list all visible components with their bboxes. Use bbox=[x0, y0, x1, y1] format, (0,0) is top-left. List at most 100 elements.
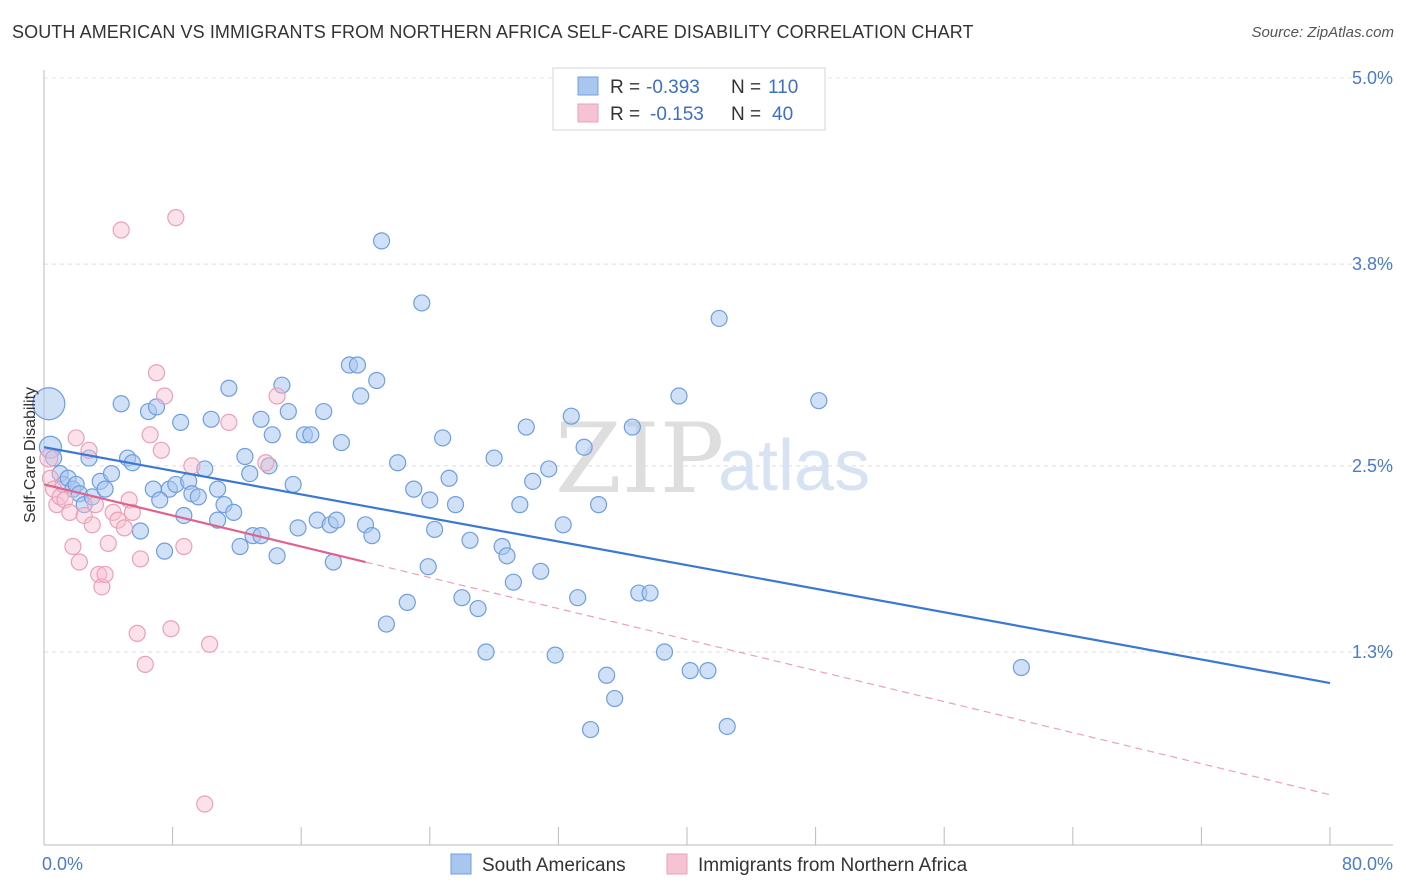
point-south-americans-71 bbox=[446, 496, 465, 514]
point-south-americans-87 bbox=[562, 407, 580, 425]
series-northern-africa bbox=[39, 209, 286, 813]
point-northern-africa-7 bbox=[64, 537, 82, 556]
point-south-americans-35 bbox=[225, 503, 243, 521]
point-south-americans-32 bbox=[209, 480, 227, 498]
point-south-americans-62 bbox=[377, 615, 395, 633]
point-northern-africa-0 bbox=[39, 448, 59, 468]
point-south-americans-96 bbox=[641, 584, 659, 602]
point-south-americans-67 bbox=[419, 558, 437, 576]
point-northern-africa-33 bbox=[175, 537, 193, 556]
point-south-americans-38 bbox=[241, 464, 259, 483]
point-northern-africa-8 bbox=[67, 429, 85, 447]
bottom-legend-label-northern-africa: Immigrants from Northern Africa bbox=[698, 855, 968, 876]
watermark-atlas: atlas bbox=[718, 426, 870, 506]
point-south-americans-72 bbox=[453, 589, 471, 607]
point-south-americans-81 bbox=[517, 418, 535, 436]
point-south-americans-104 bbox=[1012, 658, 1030, 677]
legend-n-label-2: N = bbox=[731, 104, 761, 125]
point-south-americans-76 bbox=[485, 449, 503, 467]
point-northern-africa-31 bbox=[162, 620, 180, 638]
point-south-americans-99 bbox=[681, 662, 699, 680]
x-tick-label-min: 0.0% bbox=[42, 854, 83, 874]
point-south-americans-49 bbox=[302, 426, 320, 444]
point-south-americans-29 bbox=[189, 488, 207, 506]
point-south-americans-18 bbox=[131, 522, 150, 540]
point-south-americans-108 bbox=[209, 511, 227, 529]
point-south-americans-91 bbox=[589, 496, 608, 514]
point-northern-africa-6 bbox=[61, 503, 79, 521]
trend-south-americans bbox=[43, 446, 1331, 685]
series-south-americans bbox=[32, 232, 1030, 739]
y-tick-label-1: 2.5% bbox=[1352, 456, 1393, 476]
y-tick-label-2: 3.8% bbox=[1352, 254, 1393, 274]
point-south-americans-74 bbox=[469, 599, 487, 618]
point-south-americans-42 bbox=[263, 426, 281, 444]
point-south-americans-57 bbox=[348, 356, 367, 374]
point-northern-africa-35 bbox=[196, 795, 214, 813]
bottom-legend: South Americans Immigrants from Northern… bbox=[450, 853, 968, 876]
point-northern-africa-12 bbox=[83, 516, 101, 534]
point-south-americans-85 bbox=[546, 646, 564, 664]
point-south-americans-46 bbox=[284, 475, 302, 494]
point-south-americans-88 bbox=[569, 589, 587, 607]
point-south-americans-14 bbox=[102, 464, 121, 483]
point-south-americans-0 bbox=[32, 387, 66, 421]
point-south-americans-109 bbox=[421, 491, 439, 509]
point-northern-africa-32 bbox=[167, 209, 185, 227]
point-south-americans-70 bbox=[440, 469, 458, 487]
trend-lines bbox=[43, 446, 1331, 796]
trend-northern-africa-extension bbox=[365, 561, 1331, 796]
point-south-americans-31 bbox=[202, 410, 220, 428]
watermark-zip: ZIP bbox=[555, 403, 724, 515]
point-south-americans-98 bbox=[670, 387, 688, 405]
legend-n-value-1: 110 bbox=[768, 77, 798, 98]
point-south-americans-68 bbox=[426, 520, 444, 539]
point-northern-africa-36 bbox=[200, 635, 219, 653]
point-south-americans-107 bbox=[151, 491, 169, 509]
bottom-legend-label-south-americans: South Americans bbox=[482, 855, 626, 876]
x-tick-label-max: 80.0% bbox=[1342, 854, 1393, 874]
y-tick-label-0: 1.3% bbox=[1352, 642, 1393, 662]
point-south-americans-78 bbox=[498, 547, 516, 565]
point-south-americans-79 bbox=[504, 573, 522, 591]
point-northern-africa-27 bbox=[141, 426, 159, 444]
point-south-americans-43 bbox=[268, 547, 286, 565]
point-south-americans-34 bbox=[220, 379, 238, 397]
bottom-legend-swatch-pink bbox=[666, 853, 688, 875]
point-south-americans-93 bbox=[606, 689, 624, 708]
point-south-americans-89 bbox=[575, 438, 593, 456]
point-northern-africa-39 bbox=[268, 387, 286, 405]
point-northern-africa-29 bbox=[152, 441, 170, 459]
y-tick-labels: 1.3% 2.5% 3.8% 5.0% bbox=[1352, 68, 1393, 662]
point-south-americans-60 bbox=[368, 371, 386, 390]
point-northern-africa-38 bbox=[257, 454, 275, 472]
point-south-americans-61 bbox=[372, 232, 391, 250]
point-northern-africa-26 bbox=[136, 655, 154, 674]
legend-r-value-2: -0.153 bbox=[650, 104, 704, 125]
point-south-americans-47 bbox=[289, 519, 307, 537]
grid bbox=[44, 77, 1393, 653]
point-south-americans-80 bbox=[511, 496, 529, 514]
point-south-americans-55 bbox=[332, 433, 350, 452]
point-south-americans-86 bbox=[554, 516, 572, 534]
point-south-americans-75 bbox=[477, 643, 495, 661]
point-northern-africa-28 bbox=[147, 364, 166, 382]
point-northern-africa-37 bbox=[220, 413, 238, 431]
point-south-americans-45 bbox=[279, 402, 297, 421]
point-south-americans-22 bbox=[155, 542, 174, 560]
point-northern-africa-19 bbox=[112, 221, 130, 239]
point-south-americans-40 bbox=[252, 410, 270, 428]
legend-swatch-pink bbox=[577, 103, 599, 123]
point-south-americans-103 bbox=[810, 392, 828, 410]
point-south-americans-63 bbox=[389, 454, 407, 472]
legend-n-label-1: N = bbox=[731, 77, 761, 98]
legend-r-value-1: -0.393 bbox=[646, 77, 700, 98]
point-south-americans-36 bbox=[231, 537, 249, 556]
point-south-americans-44 bbox=[273, 376, 291, 394]
point-south-americans-90 bbox=[581, 720, 600, 739]
point-south-americans-15 bbox=[112, 395, 130, 413]
y-tick-label-3: 5.0% bbox=[1352, 68, 1393, 88]
point-south-americans-13 bbox=[96, 480, 114, 498]
bottom-legend-swatch-blue bbox=[450, 853, 472, 875]
